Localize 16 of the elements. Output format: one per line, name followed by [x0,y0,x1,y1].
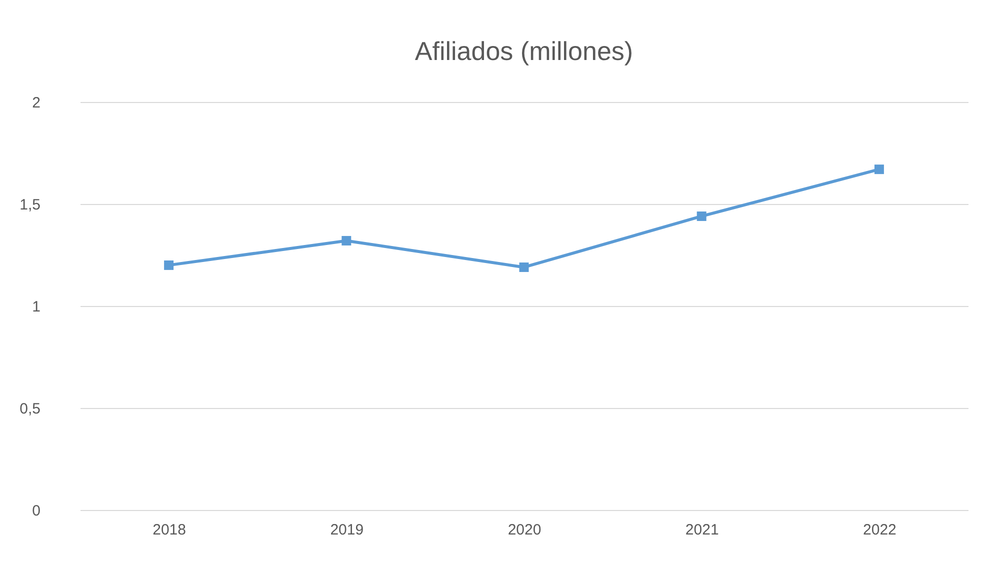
x-tick-label: 2022 [863,522,896,538]
point [164,260,174,270]
y-tick-label: 1 [32,298,40,316]
point [342,236,352,246]
y-tick-label: 0 [32,502,40,520]
x-tick-label: 2018 [152,522,186,538]
chart-title: Afiliados (millones) [414,36,634,66]
x-tick-label: 2020 [508,522,542,538]
y-tick-label: 0,5 [20,400,40,418]
y-tick-label: 2 [32,94,40,112]
y-tick-label: 1,5 [20,196,40,214]
point [519,262,529,272]
point [874,164,884,174]
point [696,211,706,221]
x-tick-label: 2019 [330,522,364,538]
x-tick-label: 2021 [685,522,719,538]
